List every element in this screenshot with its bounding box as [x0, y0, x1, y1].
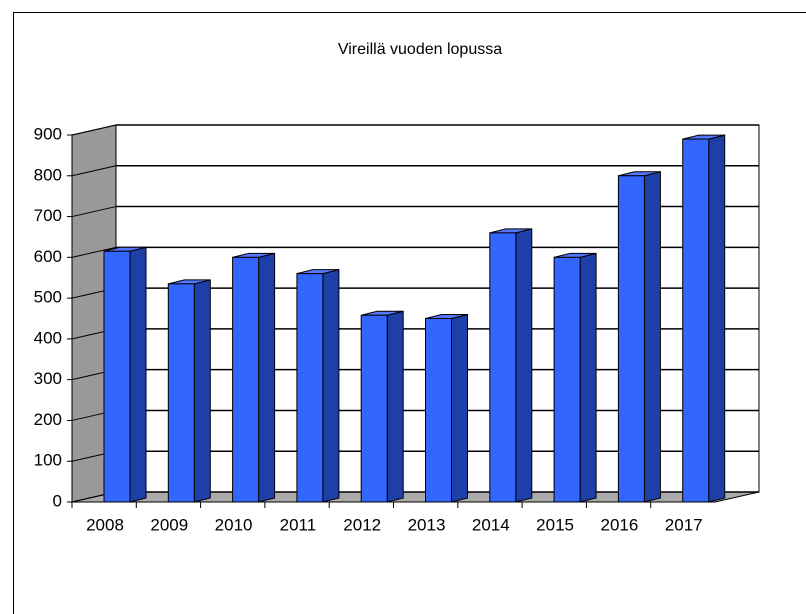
bar	[103, 250, 131, 503]
x-tick-label: 2013	[408, 515, 446, 534]
bar	[232, 256, 260, 503]
x-tick-label: 2012	[343, 515, 381, 534]
grid-line	[71, 206, 117, 218]
grid-line	[71, 124, 117, 136]
bar	[296, 273, 324, 503]
y-tick-label: 600	[34, 247, 62, 266]
x-tick-label: 2008	[86, 515, 124, 534]
x-tick-label: 2016	[600, 515, 638, 534]
y-tick-label: 300	[34, 369, 62, 388]
y-tick-label: 700	[34, 206, 62, 225]
bar	[425, 318, 452, 503]
x-tick-label: 2015	[536, 515, 574, 534]
grid-line	[71, 165, 117, 177]
bar-side	[322, 269, 340, 503]
bar-side	[451, 313, 468, 503]
y-tick-label: 200	[34, 410, 62, 429]
bar-side	[193, 279, 211, 503]
x-tick-label: 2011	[280, 515, 317, 534]
bar	[167, 283, 195, 503]
bar	[553, 256, 581, 503]
grid-line	[71, 246, 117, 258]
chart-title: Vireillä vuoden lopussa	[338, 41, 502, 58]
y-tick-label: 100	[34, 451, 62, 470]
bar-side	[386, 310, 404, 503]
bar-side	[129, 246, 147, 503]
x-tick-label: 2017	[665, 515, 703, 534]
bar-side	[579, 252, 597, 503]
bar	[489, 232, 517, 503]
bar-side	[515, 228, 533, 503]
bar	[360, 314, 388, 503]
y-tick-label: 400	[34, 328, 62, 347]
y-tick-label: 500	[34, 288, 62, 307]
bar-side	[708, 134, 726, 503]
y-tick-label: 900	[34, 124, 62, 143]
x-tick-label: 2014	[472, 515, 510, 534]
y-tick-label: 0	[53, 491, 62, 510]
x-tick-label: 2010	[215, 515, 253, 534]
y-tick-label: 800	[34, 165, 62, 184]
bar-side	[258, 252, 276, 503]
bar	[682, 138, 710, 503]
x-tick-label: 2009	[150, 515, 188, 534]
bar	[617, 175, 645, 503]
bar-side	[643, 171, 661, 503]
